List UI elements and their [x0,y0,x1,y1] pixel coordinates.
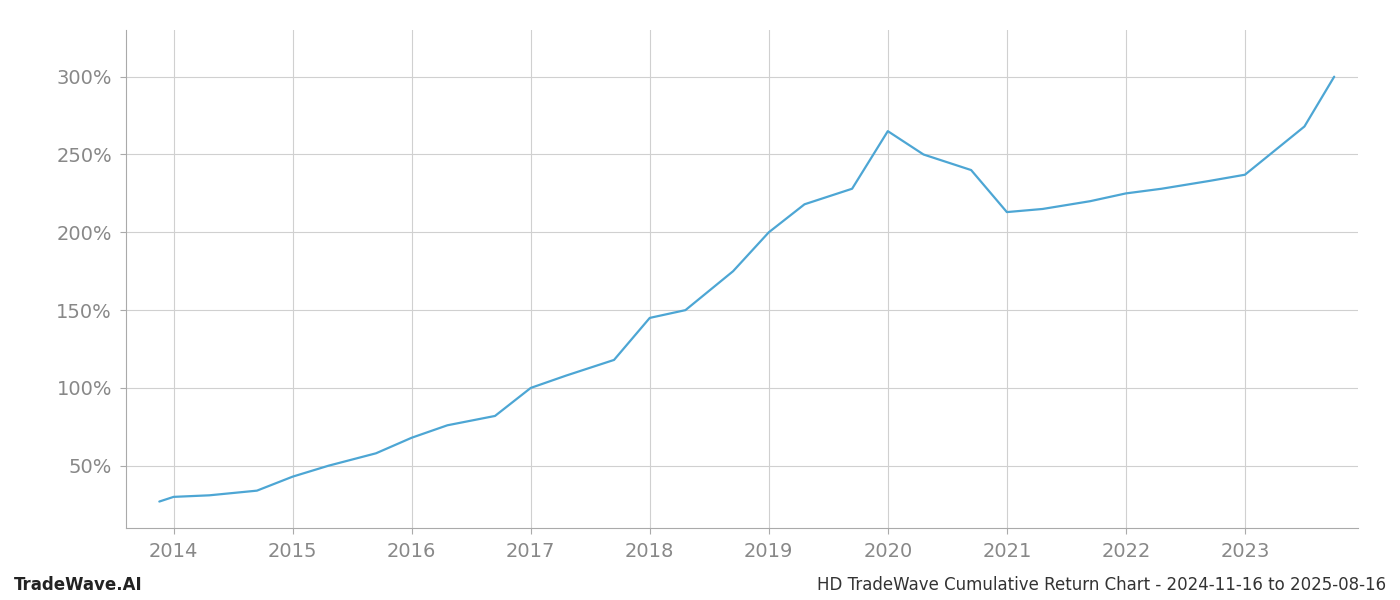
Text: HD TradeWave Cumulative Return Chart - 2024-11-16 to 2025-08-16: HD TradeWave Cumulative Return Chart - 2… [816,576,1386,594]
Text: TradeWave.AI: TradeWave.AI [14,576,143,594]
